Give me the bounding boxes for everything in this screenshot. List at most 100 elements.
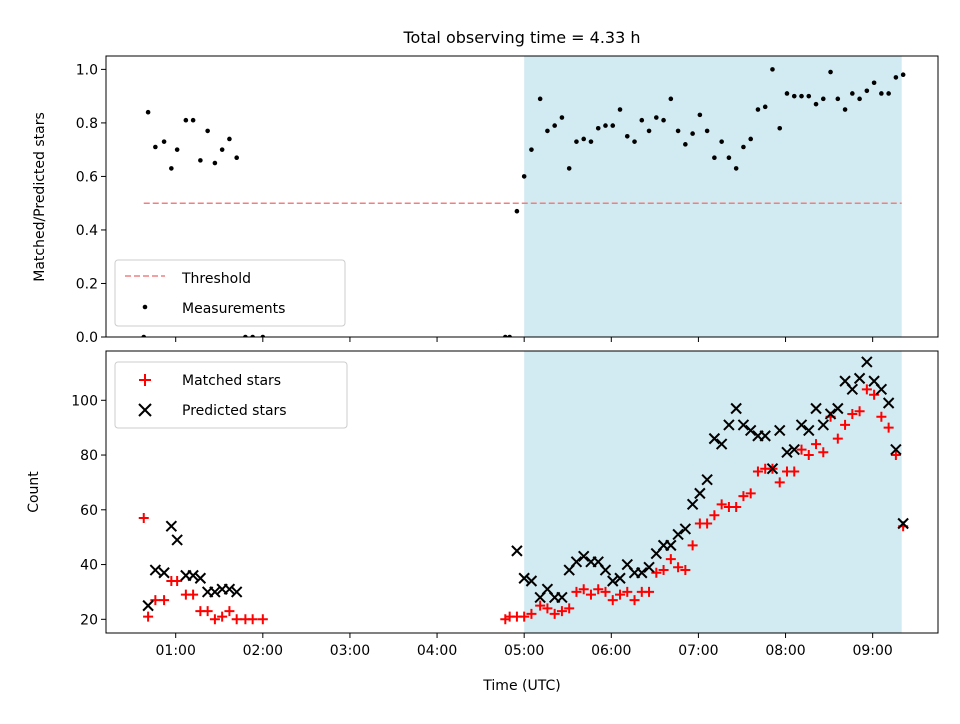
matched-star-point <box>231 614 242 625</box>
measurement-point <box>161 139 167 144</box>
chart-title: Total observing time = 4.33 h <box>402 28 640 47</box>
measurement-point <box>190 117 196 123</box>
x-tick-label: 08:00 <box>765 643 805 659</box>
legend-predicted-label: Predicted stars <box>182 403 287 419</box>
bottom-y-axis-label: Count <box>26 471 42 513</box>
measurement-point <box>574 139 579 144</box>
measurement-point <box>777 125 783 131</box>
matched-star-point <box>716 499 727 510</box>
predicted-star-point <box>209 586 221 598</box>
measurement-point <box>784 91 790 96</box>
x-tick-label: 04:00 <box>417 643 457 659</box>
predicted-star-point <box>165 520 178 532</box>
y-tick-label: 0.2 <box>76 276 98 292</box>
predicted-star-point <box>694 487 706 500</box>
measurement-point <box>661 117 666 123</box>
measurement-point <box>712 155 717 160</box>
x-tick-label: 05:00 <box>504 643 544 659</box>
legend-measurements-swatch <box>142 304 148 310</box>
matched-star-point <box>542 603 553 614</box>
y-tick-label: 80 <box>80 448 98 464</box>
x-tick-label: 07:00 <box>678 643 718 659</box>
predicted-star-point <box>715 438 728 450</box>
y-tick-label: 1.0 <box>76 62 98 78</box>
matched-star-point <box>854 406 865 417</box>
measurement-point <box>145 109 151 115</box>
predicted-star-point <box>636 567 648 579</box>
measurement-point <box>639 117 645 123</box>
matched-star-point <box>658 565 669 576</box>
measurement-point <box>243 334 248 337</box>
predicted-star-point <box>890 443 902 456</box>
predicted-star-point <box>853 372 866 385</box>
matched-star-point <box>847 408 858 419</box>
measurement-point <box>588 139 594 144</box>
measurement-point <box>503 334 508 337</box>
legend-matched-label: Matched stars <box>182 373 281 389</box>
predicted-star-point <box>788 443 800 456</box>
measurement-point <box>537 96 543 102</box>
measurement-point <box>219 147 225 152</box>
measurement-point <box>850 91 855 96</box>
measurement-point <box>741 144 746 150</box>
predicted-star-point <box>846 383 859 396</box>
predicted-star-point <box>686 498 699 511</box>
legend-predicted-swatch <box>138 403 152 417</box>
matched-star-point <box>803 450 814 461</box>
measurement-point <box>748 136 753 142</box>
measurement-point <box>813 101 819 107</box>
measurement-point <box>610 123 616 128</box>
measurement-point <box>581 136 587 142</box>
measurement-point <box>770 67 775 72</box>
matched-star-point <box>600 586 611 597</box>
legend-matched-swatch <box>139 374 151 386</box>
measurement-point <box>697 112 703 118</box>
matched-star-point <box>593 584 604 595</box>
measurement-point <box>169 166 174 171</box>
measurement-point <box>212 160 218 166</box>
x-tick-label: 03:00 <box>330 643 370 659</box>
matched-star-point <box>673 562 684 573</box>
measurement-point <box>507 334 512 337</box>
matched-star-point <box>172 575 183 586</box>
matched-star-point <box>709 510 720 521</box>
predicted-star-point <box>723 419 735 431</box>
matched-star-point <box>818 447 829 458</box>
measurement-point <box>552 123 557 128</box>
matched-star-point <box>622 586 633 597</box>
measurement-point <box>521 174 527 179</box>
measurement-point <box>545 128 550 134</box>
predicted-star-point <box>897 517 909 530</box>
measurement-point <box>205 128 210 134</box>
predicted-star-point <box>795 419 808 431</box>
predicted-star-point <box>832 402 844 415</box>
measurement-point <box>893 75 899 80</box>
predicted-star-point <box>643 561 655 573</box>
measurement-point <box>820 96 826 102</box>
measurement-point <box>842 107 848 112</box>
matched-star-point <box>257 614 268 625</box>
top-panel: 0.0 0.2 0.4 0.6 0.8 1.0 Matched/Predicted sta… <box>32 55 939 346</box>
predicted-star-point <box>861 356 873 368</box>
measurement-point <box>828 69 833 75</box>
predicted-star-point <box>679 523 692 535</box>
measurement-point <box>559 115 565 120</box>
matched-star-point <box>883 422 894 433</box>
measurement-point <box>726 155 732 160</box>
measurement-point <box>227 136 232 142</box>
matched-star-point <box>745 488 756 499</box>
predicted-star-point <box>665 539 677 552</box>
matched-star-point <box>644 586 655 597</box>
predicted-star-point <box>171 534 183 546</box>
predicted-star-point <box>614 572 626 584</box>
predicted-star-point <box>607 575 619 587</box>
x-axis-label: Time (UTC) <box>482 678 560 694</box>
measurement-point <box>871 80 877 86</box>
measurement-point <box>719 139 724 144</box>
measurement-point <box>675 128 681 134</box>
matched-star-point <box>549 608 560 619</box>
matched-star-point <box>789 466 800 477</box>
matched-star-point <box>578 584 589 595</box>
predicted-star-point <box>149 564 162 576</box>
